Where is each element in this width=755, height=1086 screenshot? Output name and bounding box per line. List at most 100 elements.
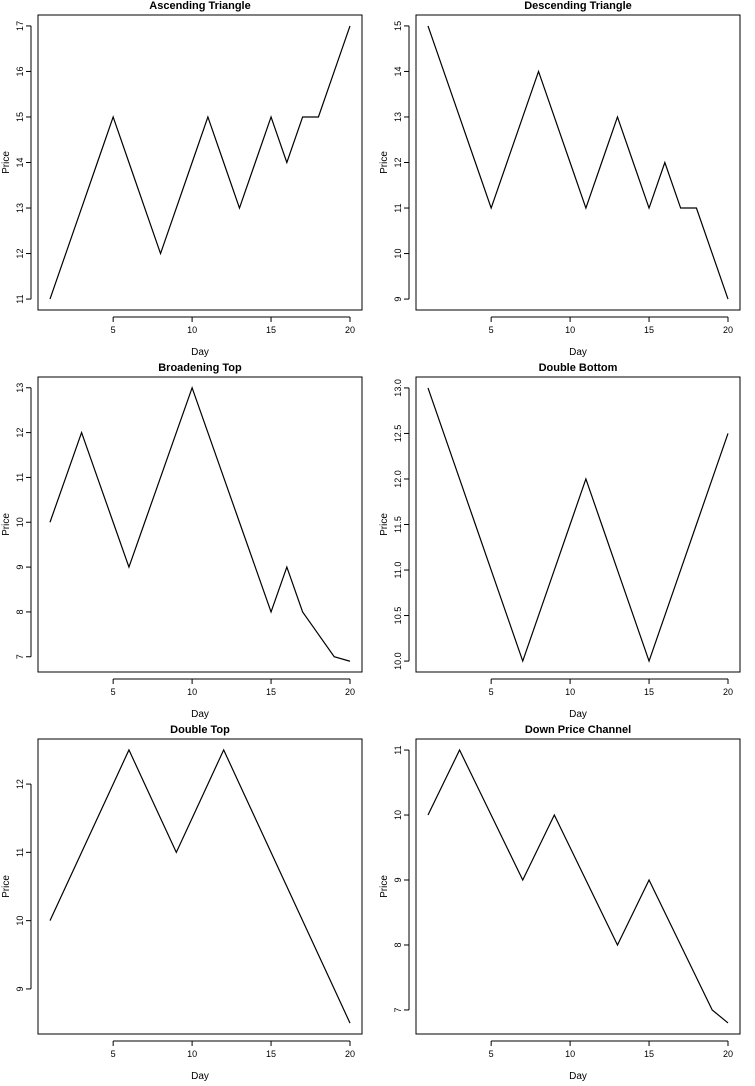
chart-svg: Ascending Triangle 5 10 15 20 11 12 13 14 15 16 17 D… bbox=[1, 0, 363, 358]
chart-svg: Broadening Top 5 10 15 20 7 8 9 10 11 12 13 Day Price bbox=[1, 362, 363, 720]
x-tick-label: 15 bbox=[644, 325, 654, 335]
x-tick-label: 20 bbox=[345, 325, 355, 335]
chart-panel: Double Top 5 10 15 20 9 10 11 12 Day Price bbox=[0, 724, 377, 1086]
y-tick-label: 13 bbox=[15, 383, 25, 393]
y-tick-label: 10.0 bbox=[393, 652, 403, 670]
x-tick-label: 5 bbox=[111, 687, 116, 697]
y-tick-label: 13 bbox=[15, 203, 25, 213]
plot-frame bbox=[415, 738, 741, 1035]
x-tick-label: 5 bbox=[111, 1049, 116, 1059]
x-tick-label: 20 bbox=[723, 325, 733, 335]
y-tick-label: 10 bbox=[15, 517, 25, 527]
x-tick-label: 10 bbox=[565, 325, 575, 335]
y-tick-label: 10 bbox=[15, 916, 25, 926]
y-tick-label: 13 bbox=[393, 112, 403, 122]
x-axis-label: Day bbox=[569, 1071, 587, 1082]
y-tick-label: 13.0 bbox=[393, 379, 403, 397]
x-tick-label: 5 bbox=[489, 325, 494, 335]
chart-panel: Broadening Top 5 10 15 20 7 8 9 10 11 12 13 Day Price bbox=[0, 362, 377, 724]
y-tick-label: 11.0 bbox=[393, 562, 403, 579]
chart-title: Double Top bbox=[170, 724, 230, 736]
y-tick-label: 7 bbox=[15, 654, 25, 659]
y-tick-label: 8 bbox=[393, 942, 403, 947]
x-tick-label: 10 bbox=[187, 1049, 197, 1059]
y-tick-label: 16 bbox=[15, 66, 25, 76]
y-tick-label: 10 bbox=[393, 810, 403, 820]
y-tick-label: 11 bbox=[15, 294, 25, 303]
plot-frame bbox=[37, 738, 363, 1035]
price-series-line bbox=[49, 748, 351, 1024]
y-tick-label: 14 bbox=[393, 66, 403, 76]
x-tick-label: 20 bbox=[723, 1049, 733, 1059]
x-tick-label: 15 bbox=[644, 687, 654, 697]
x-axis-label: Day bbox=[569, 709, 587, 720]
y-tick-label: 15 bbox=[15, 112, 25, 122]
price-series-line bbox=[49, 25, 351, 300]
x-axis-label: Day bbox=[191, 347, 209, 358]
x-tick-label: 5 bbox=[111, 325, 116, 335]
y-axis-label: Price bbox=[379, 875, 390, 898]
y-tick-label: 8 bbox=[15, 609, 25, 614]
y-tick-label: 9 bbox=[15, 986, 25, 991]
chart-title: Ascending Triangle bbox=[149, 0, 250, 12]
y-tick-label: 11 bbox=[393, 745, 403, 754]
x-tick-label: 20 bbox=[723, 687, 733, 697]
x-tick-label: 20 bbox=[345, 1049, 355, 1059]
x-tick-label: 15 bbox=[644, 1049, 654, 1059]
y-tick-label: 10 bbox=[393, 249, 403, 259]
y-axis-label: Price bbox=[1, 151, 12, 174]
x-tick-label: 10 bbox=[187, 687, 197, 697]
y-tick-label: 12.5 bbox=[393, 425, 403, 443]
x-tick-label: 10 bbox=[565, 1049, 575, 1059]
y-tick-label: 12.0 bbox=[393, 470, 403, 488]
x-tick-label: 15 bbox=[266, 1049, 276, 1059]
chart-svg: Double Bottom 5 10 15 20 10.0 10.5 11.0 11.5 12.0… bbox=[379, 362, 741, 720]
y-tick-label: 12 bbox=[15, 779, 25, 789]
x-tick-label: 15 bbox=[266, 325, 276, 335]
chart-svg: Descending Triangle 5 10 15 20 9 10 11 12 13 14 15 D… bbox=[379, 0, 741, 358]
y-tick-label: 10.5 bbox=[393, 607, 403, 625]
y-axis-label: Price bbox=[379, 151, 390, 174]
y-tick-label: 15 bbox=[393, 21, 403, 31]
x-tick-label: 10 bbox=[187, 325, 197, 335]
plot-frame bbox=[37, 14, 363, 311]
y-tick-label: 12 bbox=[393, 157, 403, 167]
y-axis-label: Price bbox=[379, 513, 390, 536]
y-axis-label: Price bbox=[1, 875, 12, 898]
y-tick-label: 14 bbox=[15, 157, 25, 167]
chart-panel: Down Price Channel 5 10 15 20 7 8 9 10 11 Day Price bbox=[378, 724, 755, 1086]
y-tick-label: 17 bbox=[15, 21, 25, 31]
x-tick-label: 5 bbox=[489, 1049, 494, 1059]
plot-frame bbox=[415, 376, 741, 673]
y-tick-label: 9 bbox=[393, 297, 403, 302]
chart-svg: Double Top 5 10 15 20 9 10 11 12 Day Price bbox=[1, 724, 363, 1082]
y-tick-label: 11.5 bbox=[393, 516, 403, 533]
y-tick-label: 11 bbox=[15, 473, 25, 482]
chart-panel: Double Bottom 5 10 15 20 10.0 10.5 11.0 11.5 12.0… bbox=[378, 362, 755, 724]
chart-svg: Down Price Channel 5 10 15 20 7 8 9 10 11 Day Price bbox=[379, 724, 741, 1082]
y-tick-label: 11 bbox=[393, 203, 403, 212]
y-axis-label: Price bbox=[1, 513, 12, 536]
chart-panel: Ascending Triangle 5 10 15 20 11 12 13 14 15 16 17 D… bbox=[0, 0, 377, 362]
chart-title: Down Price Channel bbox=[525, 724, 631, 736]
y-tick-label: 11 bbox=[15, 848, 25, 857]
x-tick-label: 5 bbox=[489, 687, 494, 697]
y-tick-label: 7 bbox=[393, 1007, 403, 1012]
x-tick-label: 20 bbox=[345, 687, 355, 697]
x-tick-label: 10 bbox=[565, 687, 575, 697]
x-axis-label: Day bbox=[191, 709, 209, 720]
x-axis-label: Day bbox=[191, 1071, 209, 1082]
plot-frame bbox=[415, 14, 741, 311]
price-series-line bbox=[427, 748, 729, 1024]
x-axis-label: Day bbox=[569, 347, 587, 358]
y-tick-label: 12 bbox=[15, 428, 25, 438]
price-series-line bbox=[427, 25, 729, 300]
chart-title: Descending Triangle bbox=[524, 0, 632, 12]
y-tick-label: 12 bbox=[15, 249, 25, 259]
price-series-line bbox=[49, 385, 351, 662]
chart-title: Broadening Top bbox=[158, 362, 242, 374]
chart-title: Double Bottom bbox=[539, 362, 618, 374]
chart-panel: Descending Triangle 5 10 15 20 9 10 11 12 13 14 15 D… bbox=[378, 0, 755, 362]
y-tick-label: 9 bbox=[393, 877, 403, 882]
